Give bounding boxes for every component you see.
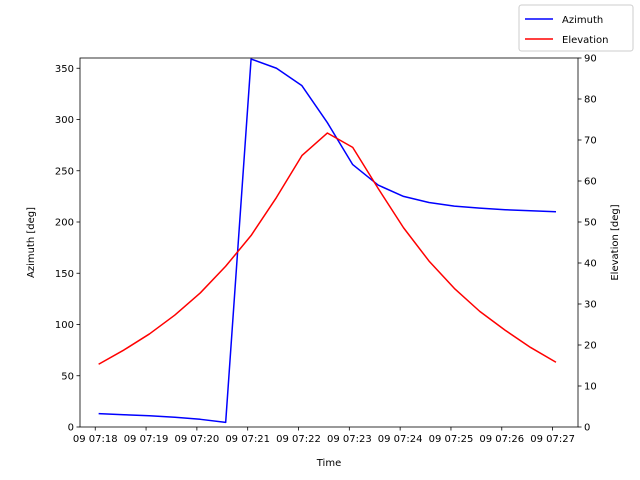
y-right-axis-label: Elevation [deg] — [610, 204, 621, 280]
x-tick-label: 09 07:22 — [276, 434, 321, 445]
legend: Azimuth Elevation — [518, 4, 634, 52]
plot-frame — [79, 57, 579, 428]
x-tick-label: 09 07:23 — [327, 434, 372, 445]
x-tick-label: 09 07:21 — [225, 434, 270, 445]
y-left-tick-label: 250 — [55, 166, 74, 177]
y-right-tick-label: 80 — [584, 95, 597, 106]
x-tick-label: 09 07:18 — [73, 434, 118, 445]
y-right-tick-label: 0 — [584, 423, 590, 434]
legend-label-azimuth: Azimuth — [562, 15, 603, 26]
y-right-tick-label: 50 — [584, 218, 597, 229]
x-tick-label: 09 07:27 — [530, 434, 575, 445]
legend-label-elevation: Elevation — [562, 35, 608, 46]
y-left-tick-label: 50 — [61, 371, 74, 382]
y-left-tick-label: 200 — [55, 218, 74, 229]
y-left-axis-label: Azimuth [deg] — [26, 207, 37, 278]
y-right-tick-label: 70 — [584, 136, 597, 147]
x-tick-label: 09 07:26 — [479, 434, 524, 445]
y-right-tick-label: 40 — [584, 259, 597, 270]
y-right-tick-label: 20 — [584, 341, 597, 352]
y-right-tick-label: 30 — [584, 300, 597, 311]
y-left-tick-label: 100 — [55, 320, 74, 331]
x-tick-label: 09 07:20 — [175, 434, 220, 445]
y-left-tick-label: 150 — [55, 269, 74, 280]
x-axis-label: Time — [316, 458, 341, 469]
y-right-tick-label: 90 — [584, 54, 597, 65]
y-right-tick-label: 60 — [584, 177, 597, 188]
y-left-tick-label: 300 — [55, 115, 74, 126]
x-tick-label: 09 07:24 — [378, 434, 423, 445]
y-right-tick-label: 10 — [584, 382, 597, 393]
y-left-tick-label: 0 — [68, 423, 74, 434]
x-tick-label: 09 07:19 — [124, 434, 169, 445]
x-tick-label: 09 07:25 — [429, 434, 474, 445]
y-left-tick-label: 350 — [55, 64, 74, 75]
